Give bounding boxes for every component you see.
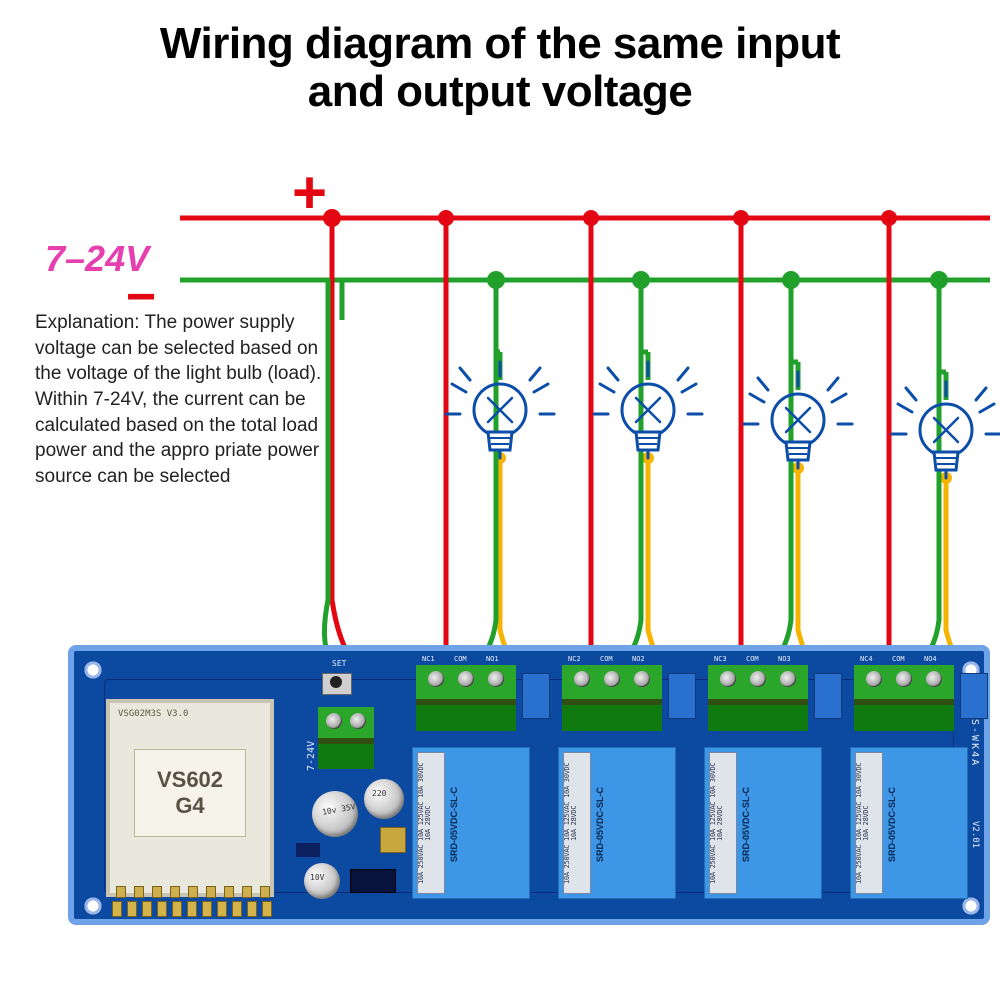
pcb-board: VSG02M3S V3.0VS602G4SET7-24V10v 35V22010… — [68, 645, 990, 925]
